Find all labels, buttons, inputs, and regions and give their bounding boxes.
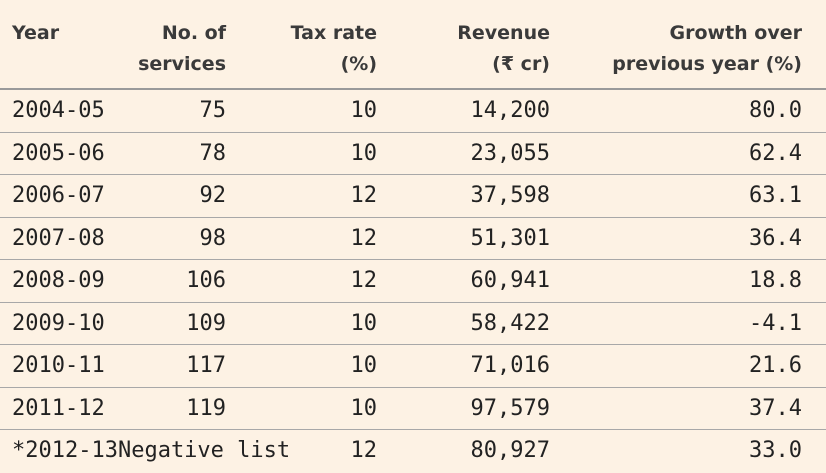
cell-tax-rate: 12 <box>350 225 378 251</box>
cell-tax-rate: 10 <box>350 353 378 378</box>
cell-revenue: 71,016 <box>470 353 550 378</box>
cell-revenue: 14,200 <box>470 98 550 123</box>
cell-tax-rate: 10 <box>350 98 378 123</box>
cell-tax-rate: 12 <box>350 183 378 208</box>
cell-revenue: 97,579 <box>470 395 550 421</box>
cell-growth: 33.0 <box>749 438 802 463</box>
cell-services: 98 <box>199 225 227 251</box>
table-row: 2011-12 119 10 97,579 37.4 <box>0 388 826 430</box>
cell-growth: 80.0 <box>749 98 802 123</box>
table-row: *2012-13Negative list 12 80,927 33.0 <box>0 430 826 473</box>
cell-tax-rate: 10 <box>350 395 378 421</box>
header-revenue: Revenue (₹ cr) <box>457 22 550 75</box>
cell-growth: 21.6 <box>749 353 802 378</box>
cell-services: 92 <box>199 183 227 208</box>
table-row: 2010-11 117 10 71,016 21.6 <box>0 345 826 388</box>
table-row: 2004-05 75 10 14,200 80.0 <box>0 90 826 133</box>
header-services: No. of services <box>138 22 226 75</box>
header-year: Year <box>12 22 60 44</box>
cell-year: 2009-10 <box>12 310 105 336</box>
cell-services: 119 <box>186 395 226 421</box>
cell-year: *2012-13Negative list <box>12 438 291 463</box>
cell-growth: 63.1 <box>749 183 802 208</box>
cell-revenue: 37,598 <box>470 183 550 208</box>
cell-services: 78 <box>199 140 227 166</box>
cell-revenue: 80,927 <box>470 438 550 463</box>
cell-tax-rate: 10 <box>350 140 378 166</box>
table-row: 2005-06 78 10 23,055 62.4 <box>0 133 826 175</box>
header-tax-rate: Tax rate (%) <box>290 22 377 75</box>
cell-revenue: 58,422 <box>470 310 550 336</box>
cell-services: 109 <box>186 310 226 336</box>
cell-year: 2008-09 <box>12 268 105 293</box>
table-row: 2008-09 106 12 60,941 18.8 <box>0 260 826 303</box>
cell-year: 2004-05 <box>12 98 105 123</box>
cell-growth: 37.4 <box>749 395 802 421</box>
cell-tax-rate: 12 <box>350 268 378 293</box>
table-row: 2007-08 98 12 51,301 36.4 <box>0 218 826 260</box>
cell-services: 75 <box>199 98 227 123</box>
cell-growth: -4.1 <box>749 310 802 336</box>
table-header: Year No. of services Tax rate (%) Revenu… <box>0 0 826 90</box>
cell-growth: 36.4 <box>749 225 802 251</box>
cell-year: 2011-12 <box>12 395 105 421</box>
cell-revenue: 23,055 <box>470 140 550 166</box>
cell-growth: 62.4 <box>749 140 802 166</box>
cell-revenue: 60,941 <box>470 268 550 293</box>
cell-year: 2006-07 <box>12 183 105 208</box>
cell-revenue: 51,301 <box>470 225 550 251</box>
cell-tax-rate: 10 <box>350 310 378 336</box>
cell-year: 2007-08 <box>12 225 105 251</box>
cell-services: 106 <box>186 268 226 293</box>
table-row: 2006-07 92 12 37,598 63.1 <box>0 175 826 218</box>
table-row: 2009-10 109 10 58,422 -4.1 <box>0 303 826 345</box>
cell-tax-rate: 12 <box>350 438 378 463</box>
cell-services: 117 <box>186 353 226 378</box>
cell-growth: 18.8 <box>749 268 802 293</box>
cell-year: 2010-11 <box>12 353 105 378</box>
header-growth: Growth over previous year (%) <box>612 22 802 75</box>
cell-year: 2005-06 <box>12 140 105 166</box>
